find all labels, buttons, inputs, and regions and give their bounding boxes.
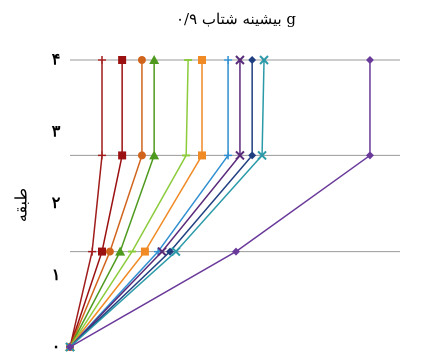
marker — [365, 56, 374, 64]
chart-title: بیشینه شتاب ۰/۹ g — [176, 10, 296, 28]
marker — [157, 246, 167, 257]
marker — [98, 247, 107, 256]
marker — [198, 56, 206, 64]
series-line — [69, 60, 123, 348]
marker — [88, 247, 97, 256]
series-line — [69, 60, 155, 348]
marker — [259, 55, 269, 65]
series-line — [69, 60, 103, 348]
marker — [98, 151, 107, 160]
marker — [231, 247, 240, 256]
series-line — [69, 60, 241, 348]
marker — [235, 55, 245, 65]
marker — [248, 151, 257, 160]
marker — [257, 150, 267, 161]
series-line — [69, 59, 265, 348]
marker — [105, 247, 114, 256]
y-axis-label: طبقه — [12, 188, 31, 222]
series-line — [69, 60, 203, 348]
y-tick-label: ۴ — [52, 50, 61, 69]
marker — [66, 343, 74, 351]
series-line — [69, 60, 253, 348]
marker — [118, 151, 127, 160]
marker — [137, 56, 146, 64]
marker — [198, 151, 206, 160]
marker — [140, 247, 149, 256]
marker — [248, 56, 257, 64]
y-tick-label: ۲ — [52, 193, 61, 212]
marker — [365, 151, 374, 160]
series-line — [69, 60, 229, 348]
marker — [224, 56, 233, 64]
marker — [165, 247, 174, 256]
y-tick-label: ۱ — [52, 265, 61, 284]
marker — [235, 150, 245, 161]
marker — [149, 55, 160, 64]
marker — [115, 246, 126, 256]
y-tick-label: ۳ — [52, 121, 61, 140]
marker — [149, 150, 160, 160]
series-line — [69, 60, 143, 348]
series-line — [69, 60, 371, 348]
marker — [118, 56, 127, 64]
marker — [224, 151, 233, 160]
marker — [137, 151, 146, 160]
y-tick-label: ۰ — [52, 337, 61, 354]
series-line — [69, 59, 189, 348]
marker — [98, 56, 107, 64]
marker — [171, 246, 181, 257]
